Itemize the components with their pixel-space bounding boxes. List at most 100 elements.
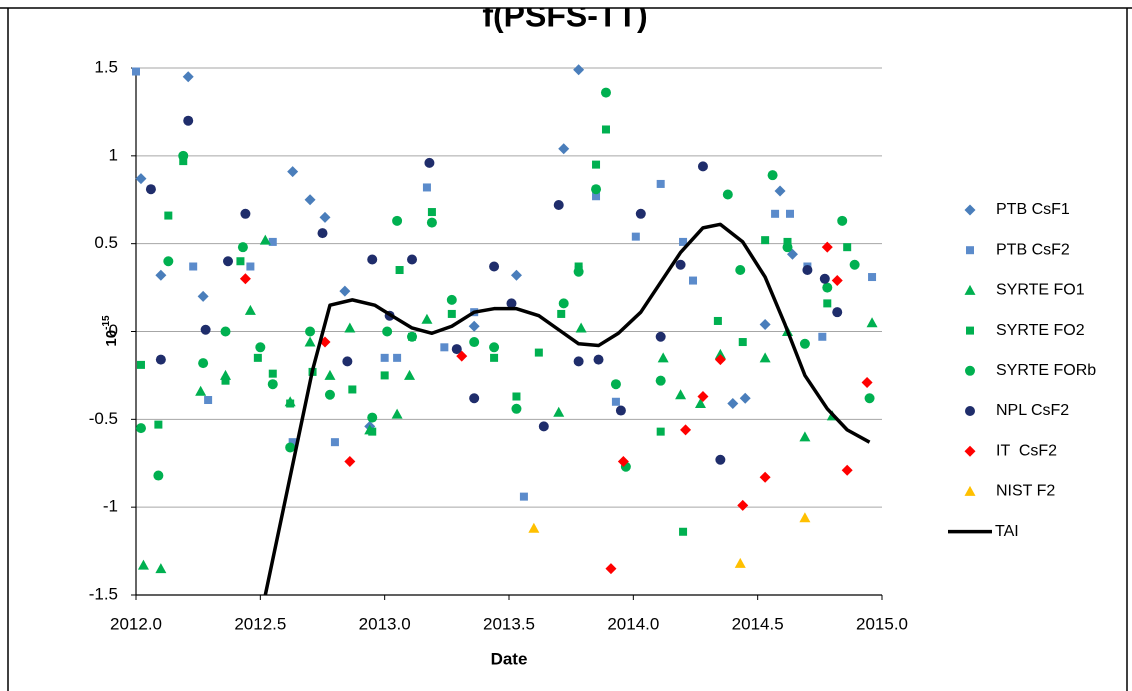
data-point [761, 236, 770, 245]
data-point [189, 262, 198, 271]
data-point [818, 332, 827, 341]
data-point [136, 360, 145, 369]
legend-label: PTB CsF1 [996, 201, 1070, 218]
data-point [288, 438, 297, 447]
data-point [600, 87, 611, 98]
data-point [592, 192, 601, 201]
data-point [155, 269, 167, 281]
data-point [615, 405, 626, 416]
data-point [557, 309, 566, 318]
data-point [759, 352, 771, 363]
data-point [512, 392, 521, 401]
legend-entry: PTB CsF1 [964, 201, 1070, 218]
data-point [782, 242, 793, 253]
legend-entry: SYRTE FO2 [966, 322, 1085, 339]
data-point [287, 166, 299, 178]
data-point [656, 179, 665, 188]
data-point [714, 348, 726, 359]
data-point [344, 322, 356, 333]
data-point [697, 161, 708, 172]
data-point [469, 337, 480, 348]
x-tick-label: 2014.0 [607, 614, 659, 633]
data-point [246, 262, 255, 271]
data-point [380, 371, 389, 380]
data-point [339, 285, 351, 297]
data-point [489, 342, 500, 353]
legend-entry: TAI [948, 523, 1019, 540]
data-point [305, 326, 316, 337]
data-point [528, 522, 540, 533]
data-point [447, 309, 456, 318]
legend-label: SYRTE FO1 [996, 282, 1085, 299]
data-point [785, 209, 794, 218]
data-point [631, 232, 640, 241]
data-point [198, 358, 209, 369]
data-point [734, 557, 746, 568]
data-point [689, 276, 698, 285]
data-point [200, 324, 211, 335]
data-point [591, 184, 602, 195]
data-point [427, 208, 436, 217]
y-tick-label: 1.5 [94, 57, 118, 76]
data-point [317, 228, 328, 239]
data-point [657, 352, 669, 363]
data-point [324, 369, 336, 380]
data-point [155, 563, 167, 574]
data-point [822, 282, 833, 293]
data-point [611, 397, 620, 406]
legend-marker [965, 365, 975, 376]
data-point [538, 421, 549, 432]
data-point [831, 275, 843, 287]
data-point [694, 398, 706, 409]
data-point [132, 67, 140, 76]
data-point [635, 208, 646, 219]
data-point [319, 211, 331, 223]
data-point [348, 385, 357, 394]
data-point [135, 423, 146, 434]
y-tick-label: -1 [103, 497, 118, 516]
data-point [573, 64, 585, 76]
data-point [342, 356, 353, 367]
data-point [737, 499, 749, 511]
data-point [183, 115, 194, 126]
data-point [135, 173, 147, 185]
data-point [574, 262, 583, 271]
data-point [244, 304, 256, 315]
data-point [553, 406, 565, 417]
data-point [843, 243, 852, 252]
y-tick-label: -0.5 [89, 409, 118, 428]
y-label-base: 10 [103, 330, 120, 347]
legend-entry: IT CsF2 [964, 442, 1057, 459]
legend-entry: NPL CsF2 [965, 402, 1069, 419]
y-tick-label: 0.5 [94, 233, 118, 252]
y-label-exponent: -15 [101, 315, 112, 330]
data-point [605, 563, 617, 575]
data-point [675, 259, 686, 270]
data-point [155, 354, 166, 365]
legend-marker [964, 204, 976, 216]
data-point [253, 353, 262, 362]
data-point [680, 424, 692, 436]
data-point [236, 257, 245, 266]
data-point [163, 256, 174, 267]
data-point [179, 157, 188, 166]
data-point [575, 322, 587, 333]
data-point [821, 241, 833, 253]
data-point [799, 431, 811, 442]
data-point [864, 393, 875, 404]
data-point [783, 237, 792, 246]
data-point [456, 350, 468, 362]
legend-label: SYRTE FO2 [996, 322, 1085, 339]
data-point [267, 379, 278, 390]
x-tick-label: 2014.5 [732, 614, 784, 633]
legend-marker [966, 326, 974, 335]
tai-line [263, 222, 871, 595]
data-point [610, 379, 621, 390]
data-point [868, 273, 877, 282]
data-point [722, 189, 733, 200]
title-mask [0, 0, 1132, 8]
legend-label: TAI [995, 523, 1019, 540]
data-point [393, 353, 402, 362]
y-axis-label: 10-15 [101, 315, 120, 347]
